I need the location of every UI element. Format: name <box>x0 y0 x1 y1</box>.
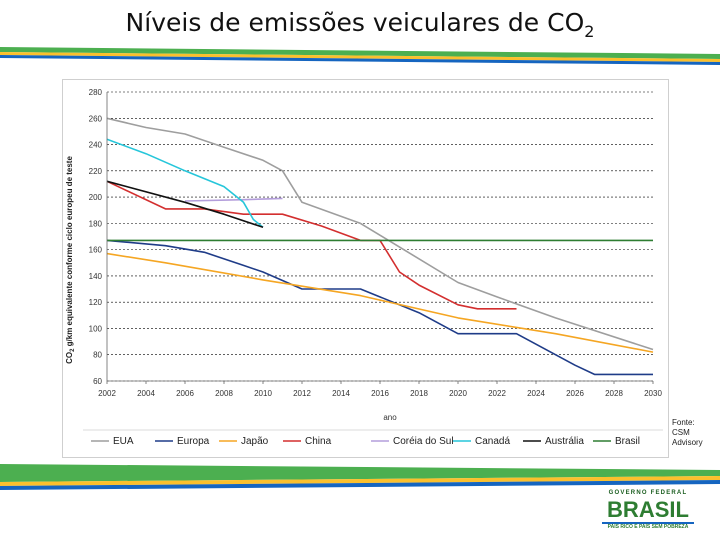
series-line-cor-ia-do-sul <box>184 197 283 202</box>
bottom-band-blue <box>0 480 720 490</box>
top-band-blue <box>0 55 720 65</box>
legend-label: Brasil <box>615 436 640 447</box>
slide-title-text: Níveis de emissões veiculares de CO <box>125 8 585 37</box>
x-tick-label: 2006 <box>176 389 194 398</box>
x-tick-label: 2022 <box>488 389 506 398</box>
x-tick-label: 2026 <box>566 389 584 398</box>
y-tick-label: 120 <box>89 298 103 307</box>
x-tick-label: 2004 <box>137 389 155 398</box>
y-tick-label: 260 <box>89 114 103 123</box>
y-tick-label: 60 <box>93 377 102 386</box>
legend-label: Europa <box>177 436 210 447</box>
x-tick-label: 2008 <box>215 389 233 398</box>
brand-slogan: PAÍS RICO É PAÍS SEM POBREZA <box>607 524 689 530</box>
axis-layer: 60 80 100 120 140 160 180 200 220 240 260 280 2002 20… <box>89 88 663 398</box>
top-band-yellow <box>0 52 720 62</box>
x-tick-label: 2014 <box>332 389 350 398</box>
source-line: CSM <box>672 428 690 437</box>
y-axis-label: CO2 g/km equivalente conforme ciclo euro… <box>65 156 76 364</box>
y-tick-label: 100 <box>89 324 103 333</box>
series-line-canad- <box>106 138 264 228</box>
series-line-eua <box>106 117 654 351</box>
brand-underline <box>602 522 694 524</box>
series-line-jap-o <box>106 252 654 353</box>
y-tick-label: 200 <box>89 193 103 202</box>
y-axis-label-sub: 2 <box>70 348 76 352</box>
chart-frame: 60 80 100 120 140 160 180 200 220 240 260 280 2002 20… <box>62 79 669 458</box>
legend-label: Japão <box>241 436 269 447</box>
brand-gov-label: GOVERNO FEDERAL <box>608 490 688 496</box>
y-axis-label-prefix: CO <box>65 352 74 364</box>
y-tick-label: 140 <box>89 272 103 281</box>
bottom-decorative-band <box>0 464 720 490</box>
y-tick-label: 80 <box>93 351 102 360</box>
x-tick-label: 2012 <box>293 389 311 398</box>
emissions-line-chart: 60 80 100 120 140 160 180 200 220 240 260 280 2002 20… <box>65 88 663 447</box>
series-line-europa <box>106 239 653 376</box>
x-tick-label: 2020 <box>449 389 467 398</box>
x-tick-label: 2018 <box>410 389 428 398</box>
y-axis-label-rest: g/km equivalente conforme ciclo europeu … <box>65 156 74 349</box>
source-line: Advisory <box>672 438 703 447</box>
series-layer <box>106 117 654 376</box>
x-tick-label: 2024 <box>527 389 545 398</box>
brand-name: BRASIL <box>607 497 689 522</box>
source-note: Fonte: CSM Advisory <box>672 418 720 448</box>
x-axis-label: ano <box>383 413 397 422</box>
x-tick-label: 2030 <box>644 389 662 398</box>
y-tick-label: 240 <box>89 141 103 150</box>
source-line: Fonte: <box>672 418 695 427</box>
top-decorative-band <box>0 47 720 65</box>
legend-label: Canadá <box>475 436 510 447</box>
x-tick-label: 2002 <box>98 389 116 398</box>
slide-title: Níveis de emissões veiculares de CO2 <box>0 8 720 41</box>
slide-title-subscript: 2 <box>584 22 595 41</box>
legend-label: EUA <box>113 436 134 447</box>
x-tick-label: 2016 <box>371 389 389 398</box>
legend-label: China <box>305 436 332 447</box>
y-tick-label: 280 <box>89 88 103 97</box>
y-tick-label: 180 <box>89 219 103 228</box>
top-band-green <box>0 47 720 59</box>
x-tick-label: 2010 <box>254 389 272 398</box>
y-tick-label: 220 <box>89 167 103 176</box>
legend: EUA Europa Japão China Coréia do Sul Canadá Au… <box>83 429 663 447</box>
legend-label: Austrália <box>545 436 584 447</box>
legend-label: Coréia do Sul <box>393 436 454 447</box>
bottom-band-yellow <box>0 476 720 486</box>
government-brand-logo: GOVERNO FEDERAL BRASIL PAÍS RICO É PAÍS … <box>598 490 698 535</box>
y-tick-label: 160 <box>89 246 103 255</box>
x-tick-label: 2028 <box>605 389 623 398</box>
series-line-austr-lia <box>106 180 264 229</box>
